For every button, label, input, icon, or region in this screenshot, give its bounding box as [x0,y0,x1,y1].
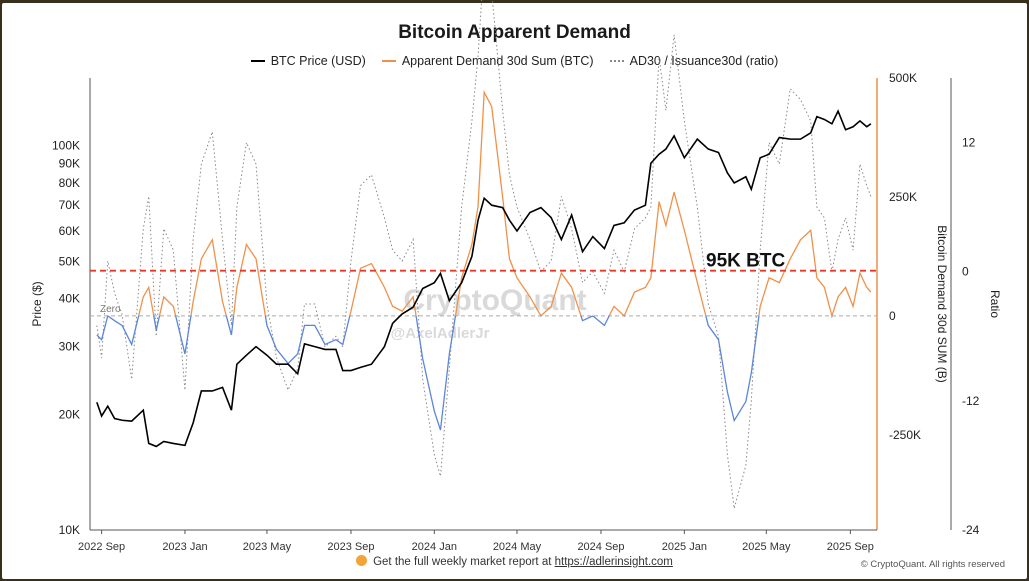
watermark-handle: @AxelAdlerJr [391,325,490,342]
x-tick-label: 2023 Sep [327,541,374,553]
y-left-tick-label: 20K [59,407,80,421]
x-tick-label: 2022 Sep [78,541,125,553]
x-tick-label: 2025 Jan [662,541,707,553]
threshold-label: 95K BTC [706,251,785,272]
y-left-tick-label: 60K [59,224,80,238]
legend: BTC Price (USD) Apparent Demand 30d Sum … [2,54,1027,68]
legend-swatch-demand [381,60,396,62]
series-demand-negative [96,315,833,431]
footer-link[interactable]: https://adlerinsight.com [554,556,673,568]
ratio-tick-label: -12 [962,394,980,408]
y-left-tick-label: 80K [59,176,80,190]
y-right-tick-label: 0 [889,309,896,323]
footer-text: Get the full weekly market report at [373,556,555,568]
ratio-tick-label: 12 [962,136,976,150]
y-left-tick-label: 70K [59,198,80,212]
y-left-tick-label: 50K [59,254,80,268]
watermark-brand: CryptoQuant [403,284,586,317]
y-left-tick-label: 10K [59,523,80,537]
y-right-tick-label: 500K [889,71,917,85]
y-left-tick-label: 40K [59,292,80,306]
copyright: © CryptoQuant. All rights reserved [860,559,1005,570]
legend-label-ratio: AD30 / Issuance30d (ratio) [629,54,779,68]
ratio-tick-label: -24 [962,523,980,537]
y-left-tick-label: 90K [59,156,80,170]
series-demand-positive [107,89,872,316]
legend-item-price[interactable]: BTC Price (USD) [250,54,366,68]
zero-line-label: Zero [100,304,121,315]
x-tick-label: 2025 Sep [827,541,874,553]
x-tick-label: 2023 Jan [162,541,207,553]
x-tick-label: 2023 May [243,541,292,553]
series-ratio-line [96,0,872,509]
y-left-tick-label: 30K [59,340,80,354]
lightbulb-icon [356,555,368,566]
chart-title: Bitcoin Apparent Demand [398,22,631,43]
x-tick-label: 2025 May [742,541,791,553]
y-right-axis-label: Bitcoin Demand 30d SUM (B) [935,225,949,382]
ratio-tick-label: 0 [962,265,969,279]
x-tick-label: 2024 May [493,541,542,553]
x-tick-label: 2024 Sep [577,541,624,553]
series-price-line [96,109,872,448]
ratio-axis-label: Ratio [988,290,1002,318]
y-left-tick-label: 100K [52,139,80,153]
legend-label-price: BTC Price (USD) [270,54,366,68]
y-right-tick-label: 250K [889,190,917,204]
y-left-axis-label: Price ($) [30,281,44,326]
footer: Get the full weekly market report at htt… [2,555,1027,568]
x-tick-label: 2024 Jan [412,541,457,553]
legend-swatch-price [250,60,265,62]
y-right-tick-label: -250K [889,428,921,442]
legend-item-ratio[interactable]: AD30 / Issuance30d (ratio) [609,54,779,68]
legend-swatch-ratio [609,60,624,62]
